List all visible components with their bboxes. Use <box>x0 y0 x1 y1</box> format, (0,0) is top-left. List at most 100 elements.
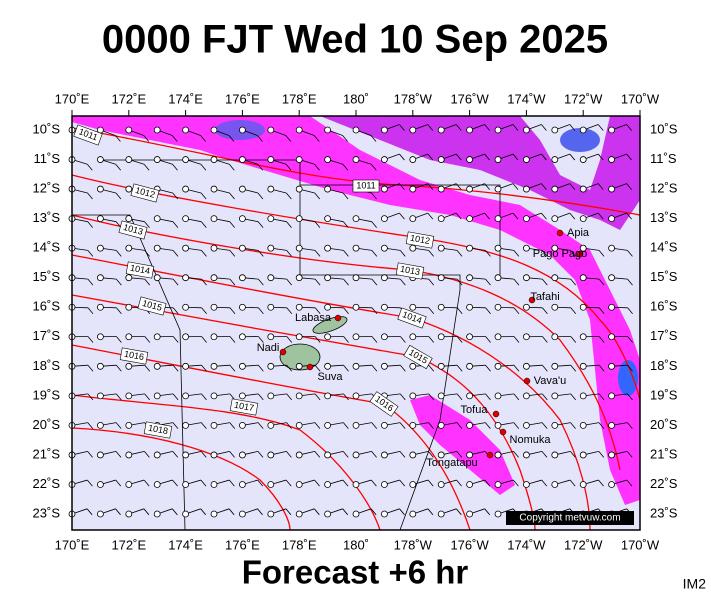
x-label-bottom: 176˚W <box>450 537 489 552</box>
barb-station <box>551 244 559 252</box>
y-label-right: 18˚S <box>650 358 678 373</box>
barb-flag <box>257 192 264 200</box>
barb-flag <box>570 336 577 343</box>
barb-flag <box>427 508 434 516</box>
isobar-label-box <box>130 183 160 203</box>
barb-station <box>267 362 275 370</box>
barb-station <box>324 156 332 163</box>
barb-station <box>295 481 303 488</box>
barb-station <box>437 451 445 459</box>
place-label: Tofua <box>461 404 489 416</box>
barb-flag <box>627 336 633 343</box>
barb-station <box>551 185 559 193</box>
barb-flag <box>627 364 633 372</box>
isobar-label: 1018 <box>143 421 173 439</box>
barb-station <box>210 126 218 134</box>
barb-flag <box>201 250 207 257</box>
barb-flag <box>143 508 150 516</box>
barb-station <box>267 185 275 193</box>
barb-station <box>210 274 218 282</box>
barb-flag <box>286 422 292 429</box>
barb-station <box>608 481 615 488</box>
barb-station <box>494 362 502 370</box>
barb-flag <box>456 278 463 286</box>
barb-flag <box>541 393 548 401</box>
y-label-right: 12˚S <box>650 181 678 196</box>
barb-station <box>324 333 332 341</box>
y-label-right: 19˚S <box>650 387 678 402</box>
barb-flag <box>314 393 321 401</box>
isobar-label-box <box>73 124 103 146</box>
barb-flag <box>371 192 377 200</box>
barb-flag <box>143 135 150 142</box>
barb-station <box>97 303 104 311</box>
barb-station <box>409 510 417 518</box>
barb-station <box>324 421 332 429</box>
barb-station <box>523 126 530 134</box>
barb-flag <box>115 451 122 458</box>
barb-flag <box>399 479 406 487</box>
y-label-right: 23˚S <box>650 505 678 520</box>
isobar-label-text: 1011 <box>356 180 375 190</box>
x-label-bottom: 172˚E <box>111 537 146 552</box>
barb-flag <box>86 508 93 516</box>
barb-flag <box>87 393 94 401</box>
y-label-left: 19˚S <box>33 387 61 402</box>
barb-station <box>494 185 502 193</box>
barb-station <box>125 451 133 459</box>
barb-flag <box>597 124 604 131</box>
barb-station <box>608 185 615 193</box>
isobar-line <box>71 127 641 216</box>
barb-flag <box>484 124 490 131</box>
isobar-label-box <box>118 220 148 240</box>
barb-station <box>409 126 417 134</box>
barb-station <box>352 421 360 429</box>
y-label-right: 13˚S <box>650 210 678 225</box>
barb-flag <box>569 124 576 131</box>
barb-station <box>182 156 190 163</box>
barb-flag <box>257 163 264 171</box>
barb-flag <box>286 336 293 343</box>
barb-flag <box>371 422 378 429</box>
barb-station <box>210 215 218 223</box>
barb-station <box>352 481 360 488</box>
barb-station <box>494 156 502 163</box>
isobar-label-box <box>403 344 433 370</box>
barb-station <box>437 215 445 223</box>
barb-station <box>409 244 417 252</box>
y-label-left: 21˚S <box>33 446 61 461</box>
barb-flag <box>428 451 434 458</box>
barb-station <box>324 303 332 311</box>
barb-station <box>153 392 161 400</box>
barb-station <box>153 126 161 134</box>
isobar-label-text: 1017 <box>233 400 254 413</box>
barb-flag <box>87 336 94 343</box>
y-label-right: 14˚S <box>650 240 678 255</box>
barb-flag <box>144 221 150 228</box>
barb-station <box>295 510 303 518</box>
barb-station <box>579 274 587 282</box>
barb-flag <box>87 364 94 372</box>
barb-station <box>380 481 388 488</box>
barb-flag <box>456 364 463 372</box>
barb-station <box>551 303 559 311</box>
barb-station <box>466 274 474 282</box>
barb-station <box>238 392 246 400</box>
barb-flag <box>428 307 435 315</box>
barb-station <box>494 303 502 311</box>
barb-flag <box>569 153 576 161</box>
x-label-bottom: 176˚E <box>225 537 260 552</box>
barb-flag <box>314 336 321 343</box>
barb-flag <box>513 278 520 286</box>
barb-flag <box>455 183 462 190</box>
x-label-top: 176˚W <box>450 91 489 106</box>
barb-station <box>551 274 559 282</box>
barb-flag <box>144 451 150 458</box>
barb-flag <box>286 393 292 401</box>
barb-station <box>608 362 615 370</box>
barb-flag <box>570 451 576 458</box>
barb-flag <box>258 364 264 372</box>
barb-station <box>380 185 388 193</box>
barb-flag <box>228 163 235 171</box>
